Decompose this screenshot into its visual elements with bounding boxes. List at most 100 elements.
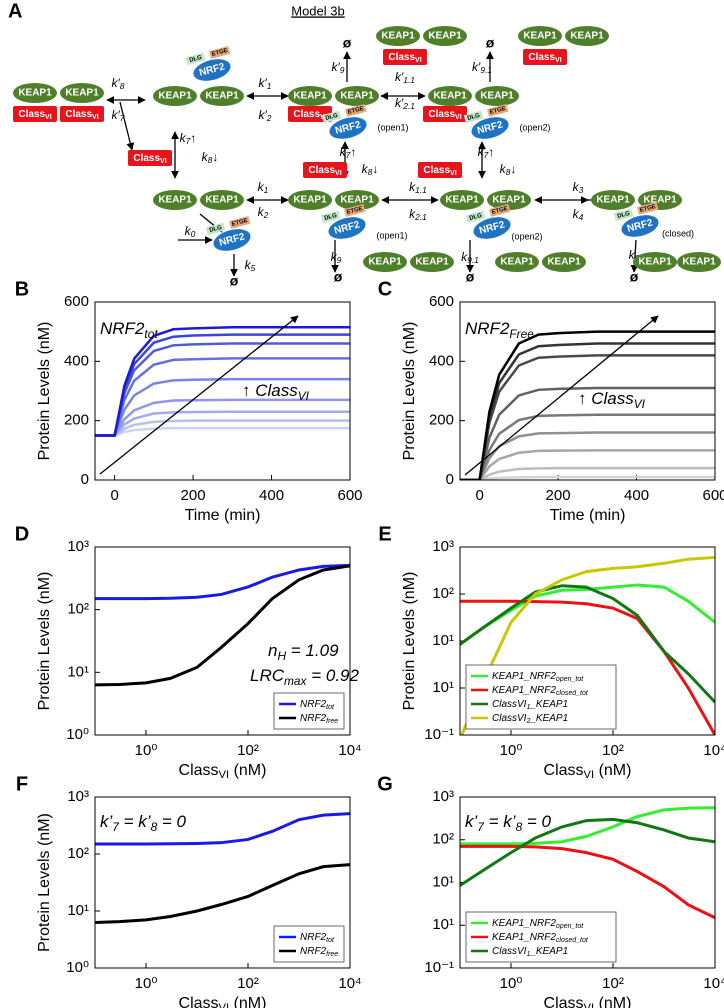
degradation-symbol: ø bbox=[230, 273, 239, 289]
keap1-label: KEAP1 bbox=[682, 257, 716, 268]
nrf2-node bbox=[328, 217, 366, 239]
rate-label: k9 bbox=[331, 250, 342, 265]
annotation: k’7 = k’8 = 0 bbox=[465, 812, 552, 834]
degradation-symbol: ø bbox=[343, 35, 352, 51]
text-part: 7 bbox=[120, 113, 125, 123]
text-part: 1 bbox=[267, 81, 272, 91]
text-part: Class bbox=[423, 165, 450, 176]
legend-label: ClassVI1_KEAP1 bbox=[492, 946, 568, 958]
text-part: 7 bbox=[346, 150, 351, 160]
classvi-box bbox=[60, 106, 104, 122]
text-part: VI bbox=[555, 57, 562, 64]
annotation: NRF2Free bbox=[465, 319, 534, 341]
text-part: k bbox=[202, 150, 209, 164]
text-part: k bbox=[340, 145, 347, 159]
text-part: Class bbox=[388, 52, 415, 63]
text-part: VI bbox=[584, 769, 595, 781]
text-part: 8 bbox=[208, 155, 213, 165]
y-tick-label: 10² bbox=[432, 831, 454, 848]
text-part: k bbox=[258, 180, 265, 194]
axes-frame bbox=[459, 301, 716, 481]
classvi-box bbox=[383, 49, 427, 65]
rate-label: k′7 bbox=[112, 108, 125, 123]
series-line bbox=[95, 426, 350, 437]
text-part: 9 bbox=[337, 255, 342, 265]
keap1-node bbox=[335, 190, 379, 210]
etge-tag bbox=[344, 203, 366, 217]
text-part: 1 bbox=[526, 704, 530, 711]
series-line bbox=[95, 563, 350, 601]
keap1-node bbox=[376, 26, 420, 46]
text-part: VI bbox=[45, 114, 52, 121]
panel-label: A bbox=[8, 0, 22, 22]
y-tick-label: 0 bbox=[81, 471, 89, 488]
text-part: 0 bbox=[191, 229, 196, 239]
annotation: nH = 1.09 bbox=[268, 641, 339, 663]
y-tick-label: 10⁻¹ bbox=[424, 959, 454, 976]
series-line bbox=[460, 599, 715, 735]
text-part: ↓ bbox=[372, 162, 378, 176]
text-part: 9.1 bbox=[467, 255, 479, 265]
keap1-label: KEAP1 bbox=[18, 88, 52, 99]
text-part: 5 bbox=[251, 263, 256, 273]
keap1-label: KEAP1 bbox=[428, 31, 462, 42]
text-part: tot bbox=[326, 704, 335, 711]
text-part: KEAP1_NRF2 bbox=[492, 918, 556, 929]
classvi-box bbox=[423, 106, 467, 122]
text-part: k bbox=[500, 162, 507, 176]
text-part: VI bbox=[219, 769, 230, 781]
keap1-node bbox=[288, 86, 332, 106]
rate-label: k9.1 bbox=[461, 250, 479, 265]
keap1-node bbox=[363, 252, 407, 272]
annotation: NRF2tot bbox=[100, 319, 158, 341]
y-axis-label: Protein Levels (nM) bbox=[36, 813, 53, 952]
y-tick-label: 10³ bbox=[432, 538, 454, 555]
text-part: 7 bbox=[112, 820, 119, 834]
degradation-symbol: ø bbox=[630, 269, 639, 285]
dlg-tag bbox=[205, 222, 226, 236]
classvi-label: ClassVI bbox=[133, 153, 166, 165]
panel-label: D bbox=[15, 523, 29, 545]
text-part: = k’ bbox=[119, 812, 151, 831]
annotation: LRCmax = 0.92 bbox=[250, 666, 359, 688]
state-label: (open2) bbox=[511, 231, 542, 241]
text-part: = k’ bbox=[484, 812, 516, 831]
legend-label: KEAP1_NRF2open_tot bbox=[492, 918, 584, 930]
text-part: KEAP1_NRF2 bbox=[492, 685, 556, 696]
y-axis-label: Protein Levels (nM) bbox=[401, 572, 418, 711]
text-part: = 1.09 bbox=[286, 641, 339, 660]
series-line bbox=[460, 330, 715, 480]
keap1-label: KEAP1 bbox=[293, 91, 327, 102]
x-tick-label: 10² bbox=[602, 742, 624, 759]
text-part: _KEAP1 bbox=[529, 699, 568, 710]
x-tick-label: 400 bbox=[259, 487, 284, 504]
text-part: Class bbox=[18, 109, 45, 120]
legend-box bbox=[273, 692, 345, 730]
classvi-box bbox=[13, 106, 57, 122]
text-part: 3 bbox=[579, 185, 584, 195]
classvi-box bbox=[418, 162, 462, 178]
text-part: tot bbox=[326, 937, 335, 944]
keap1-node bbox=[410, 252, 454, 272]
x-tick-label: 10² bbox=[237, 975, 259, 992]
y-tick-label: 10⁰ bbox=[66, 959, 89, 976]
legend-label: KEAP1_NRF2open_tot bbox=[492, 671, 584, 683]
etge-tag bbox=[489, 203, 511, 217]
text-part: VI bbox=[92, 114, 99, 121]
y-tick-label: 10¹ bbox=[432, 632, 454, 649]
legend-label: KEAP1_NRF2closed_tot bbox=[492, 685, 589, 697]
x-axis-label: ClassVI (nM) bbox=[179, 762, 267, 781]
degradation-symbol: ø bbox=[334, 269, 343, 285]
rate-label: k8↓ bbox=[500, 162, 517, 177]
keap1-label: KEAP1 bbox=[381, 31, 415, 42]
keap1-label: KEAP1 bbox=[65, 88, 99, 99]
rate-label: k7↑ bbox=[340, 145, 357, 160]
dlg-label: DLG bbox=[325, 113, 339, 122]
series-line bbox=[95, 410, 350, 437]
text-part: k′ bbox=[112, 108, 121, 122]
annotation: ↑ ClassVI bbox=[578, 389, 646, 411]
y-tick-label: 10² bbox=[432, 585, 454, 602]
text-part: = 0 bbox=[522, 812, 551, 831]
text-part: VI bbox=[415, 57, 422, 64]
y-tick-label: 400 bbox=[64, 352, 89, 369]
